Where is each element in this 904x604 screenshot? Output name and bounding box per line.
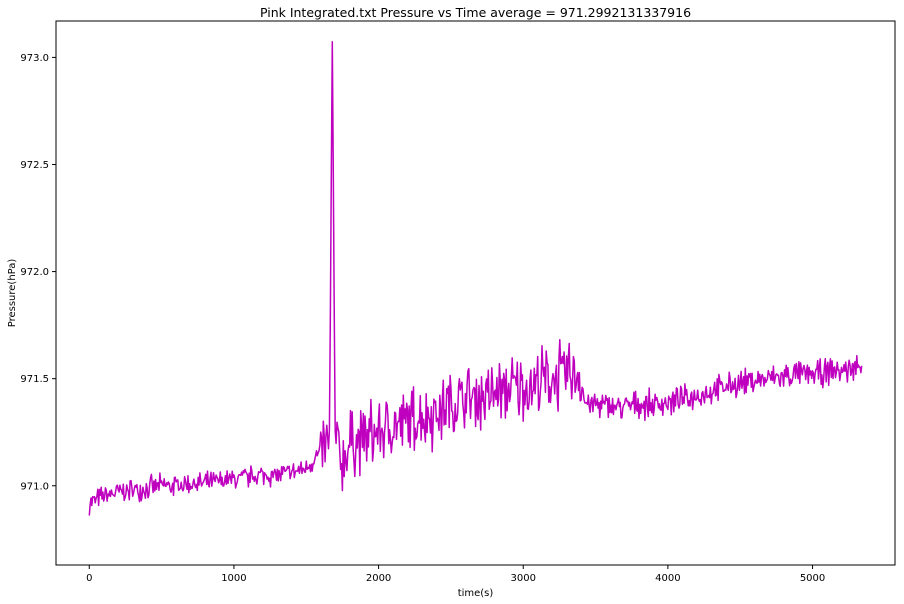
y-axis-label: Pressure(hPa) <box>7 259 18 328</box>
x-tick-label: 4000 <box>655 573 680 584</box>
x-tick-label: 0 <box>86 573 92 584</box>
y-tick-label: 972.5 <box>20 160 49 171</box>
y-tick-label: 971.5 <box>20 374 49 385</box>
x-tick-label: 2000 <box>366 573 391 584</box>
x-axis-label: time(s) <box>458 588 494 599</box>
x-axis-ticks: 0 1000 2000 3000 4000 5000 <box>86 565 825 584</box>
x-tick-label: 3000 <box>511 573 536 584</box>
pressure-series-line <box>88 41 863 516</box>
y-tick-label: 972.0 <box>20 267 49 278</box>
plot-area-frame <box>55 20 896 566</box>
chart-title: Pink Integrated.txt Pressure vs Time ave… <box>260 5 691 20</box>
y-tick-label: 973.0 <box>20 53 49 64</box>
x-tick-label: 1000 <box>221 573 246 584</box>
x-tick-label: 5000 <box>800 573 825 584</box>
y-axis-ticks: 971.0 971.5 972.0 972.5 973.0 <box>20 53 56 492</box>
y-tick-label: 971.0 <box>20 481 49 492</box>
